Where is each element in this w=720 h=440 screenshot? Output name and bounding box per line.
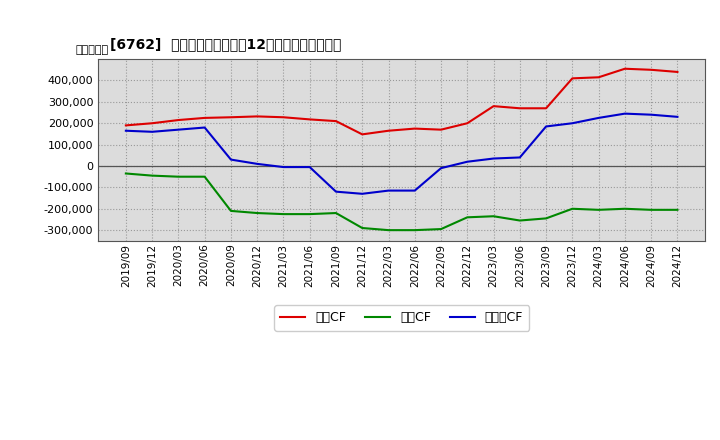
フリーCF (568, 121, 577, 126)
営業CF (384, 128, 393, 133)
営業CF (568, 76, 577, 81)
投資CF (410, 227, 419, 233)
投資CF (516, 218, 524, 223)
フリーCF (594, 115, 603, 121)
営業CF (174, 117, 183, 123)
投資CF (647, 207, 655, 213)
フリーCF (490, 156, 498, 161)
フリーCF (279, 165, 288, 170)
営業CF (437, 127, 446, 132)
フリーCF (122, 128, 130, 133)
フリーCF (673, 114, 682, 120)
フリーCF (410, 188, 419, 193)
フリーCF (253, 161, 261, 166)
営業CF (332, 118, 341, 124)
投資CF (200, 174, 209, 180)
フリーCF (647, 112, 655, 117)
投資CF (279, 212, 288, 217)
フリーCF (437, 165, 446, 171)
営業CF (594, 75, 603, 80)
投資CF (384, 227, 393, 233)
フリーCF (332, 189, 341, 194)
営業CF (673, 69, 682, 74)
フリーCF (174, 127, 183, 132)
投資CF (541, 216, 550, 221)
投資CF (358, 225, 366, 231)
フリーCF (516, 155, 524, 160)
営業CF (227, 115, 235, 120)
営業CF (200, 115, 209, 121)
営業CF (148, 121, 156, 126)
Line: 営業CF: 営業CF (126, 69, 678, 134)
投資CF (568, 206, 577, 211)
投資CF (621, 206, 629, 211)
フリーCF (541, 124, 550, 129)
投資CF (594, 207, 603, 213)
フリーCF (148, 129, 156, 135)
投資CF (490, 213, 498, 219)
営業CF (621, 66, 629, 71)
営業CF (541, 106, 550, 111)
営業CF (410, 126, 419, 131)
営業CF (305, 117, 314, 122)
投資CF (437, 227, 446, 232)
営業CF (490, 103, 498, 109)
フリーCF (621, 111, 629, 116)
フリーCF (227, 157, 235, 162)
フリーCF (463, 159, 472, 165)
営業CF (253, 114, 261, 119)
投資CF (305, 212, 314, 217)
営業CF (279, 115, 288, 120)
フリーCF (305, 165, 314, 170)
営業CF (516, 106, 524, 111)
投資CF (174, 174, 183, 180)
投資CF (463, 215, 472, 220)
Y-axis label: （百万円）: （百万円） (76, 45, 109, 55)
営業CF (358, 132, 366, 137)
投資CF (253, 210, 261, 216)
投資CF (148, 173, 156, 178)
Legend: 営業CF, 投資CF, フリーCF: 営業CF, 投資CF, フリーCF (274, 305, 529, 331)
投資CF (332, 210, 341, 216)
営業CF (122, 123, 130, 128)
Line: フリーCF: フリーCF (126, 114, 678, 194)
Text: [6762]  キャッシュフローの12か月移動合計の推移: [6762] キャッシュフローの12か月移動合計の推移 (110, 37, 342, 51)
フリーCF (200, 125, 209, 130)
フリーCF (358, 191, 366, 196)
投資CF (227, 208, 235, 213)
投資CF (122, 171, 130, 176)
営業CF (463, 121, 472, 126)
営業CF (647, 67, 655, 73)
フリーCF (384, 188, 393, 193)
投資CF (673, 207, 682, 213)
Line: 投資CF: 投資CF (126, 173, 678, 230)
